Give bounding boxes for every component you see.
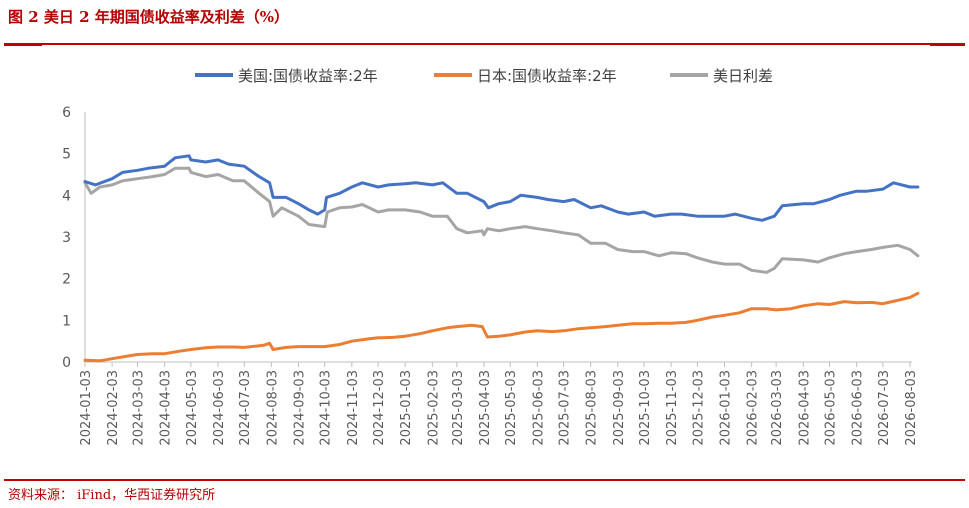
x-tick-label: 2024-03-03 xyxy=(131,370,146,446)
y-tick-label: 3 xyxy=(62,230,71,246)
plot-area xyxy=(83,154,920,363)
yield-chart: 美国:国债收益率:2年 日本:国债收益率:2年 美日利差 0 1 2 3 4 5 6 2024-… xyxy=(62,67,920,446)
x-tick-label: 2025-05-03 xyxy=(504,370,519,446)
x-tick-label: 2025-02-03 xyxy=(426,370,441,446)
x-tick-label: 2024-10-03 xyxy=(319,370,334,446)
y-tick-label: 0 xyxy=(62,355,71,371)
x-tick-label: 2026-02-03 xyxy=(746,370,761,446)
legend-label: 日本:国债收益率:2年 xyxy=(477,67,617,85)
series-line-us xyxy=(83,154,920,222)
x-tick-label: 2025-08-03 xyxy=(585,370,600,446)
x-tick-label: 2026-08-03 xyxy=(904,370,919,446)
y-tick-label: 4 xyxy=(62,188,71,204)
x-tick-label: 2026-01-03 xyxy=(719,370,734,446)
x-tick-label: 2025-06-03 xyxy=(531,370,546,446)
y-tick-label: 5 xyxy=(62,147,71,163)
x-tick-label: 2025-12-03 xyxy=(691,370,706,446)
x-tick-label: 2025-04-03 xyxy=(478,370,493,446)
source-note: 资料来源： iFind，华西证券研究所 xyxy=(8,488,216,503)
x-tick-label: 2024-07-03 xyxy=(238,370,253,446)
bottom-divider xyxy=(4,479,965,481)
legend-japan: 日本:国债收益率:2年 xyxy=(434,67,617,85)
x-tick-label: 2025-09-03 xyxy=(612,370,627,446)
legend-us: 美国:国债收益率:2年 xyxy=(195,67,378,85)
x-tick-label: 2024-01-03 xyxy=(79,370,94,446)
legend-label: 美国:国债收益率:2年 xyxy=(238,67,378,85)
top-divider-accent-left xyxy=(4,43,42,46)
y-tick-label: 2 xyxy=(62,272,71,288)
x-tick-label: 2024-12-03 xyxy=(372,370,387,446)
x-tick-label: 2024-02-03 xyxy=(106,370,121,446)
x-tick-label: 2025-01-03 xyxy=(399,370,414,446)
x-tick-label: 2025-10-03 xyxy=(638,370,653,446)
x-tick-label: 2025-11-03 xyxy=(665,370,680,446)
series-line-japan xyxy=(83,291,920,363)
series-line-spread xyxy=(83,166,920,274)
y-tick-label: 6 xyxy=(62,105,71,121)
x-tick-label: 2024-08-03 xyxy=(265,370,280,446)
x-tick-label: 2026-06-03 xyxy=(851,370,866,446)
legend-label: 美日利差 xyxy=(713,67,773,85)
legend-spread: 美日利差 xyxy=(670,67,773,85)
y-tick-label: 1 xyxy=(62,313,71,329)
x-tick-label: 2026-04-03 xyxy=(797,370,812,446)
x-tick-label: 2024-06-03 xyxy=(212,370,227,446)
x-tick-label: 2026-03-03 xyxy=(770,370,785,446)
x-tick-label: 2025-07-03 xyxy=(558,370,573,446)
x-tick-label: 2026-05-03 xyxy=(824,370,839,446)
chart-legend: 美国:国债收益率:2年 日本:国债收益率:2年 美日利差 xyxy=(195,67,773,85)
top-divider-accent-right xyxy=(930,43,965,46)
x-tick-label: 2024-05-03 xyxy=(185,370,200,446)
figure-title: 图 2 美日 2 年期国债收益率及利差（%） xyxy=(8,8,290,26)
x-axis: 2024-01-03 2024-02-03 2024-03-03 2024-04-03… xyxy=(79,361,919,446)
x-tick-label: 2026-07-03 xyxy=(877,370,892,446)
x-tick-label: 2025-03-03 xyxy=(451,370,466,446)
x-tick-label: 2024-09-03 xyxy=(292,370,307,446)
x-tick-label: 2024-04-03 xyxy=(159,370,174,446)
x-tick-label: 2024-11-03 xyxy=(346,370,361,446)
y-axis: 0 1 2 3 4 5 6 xyxy=(62,105,86,371)
top-divider xyxy=(4,43,965,45)
